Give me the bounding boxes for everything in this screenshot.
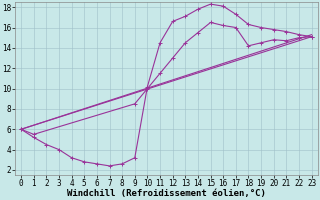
- X-axis label: Windchill (Refroidissement éolien,°C): Windchill (Refroidissement éolien,°C): [67, 189, 266, 198]
